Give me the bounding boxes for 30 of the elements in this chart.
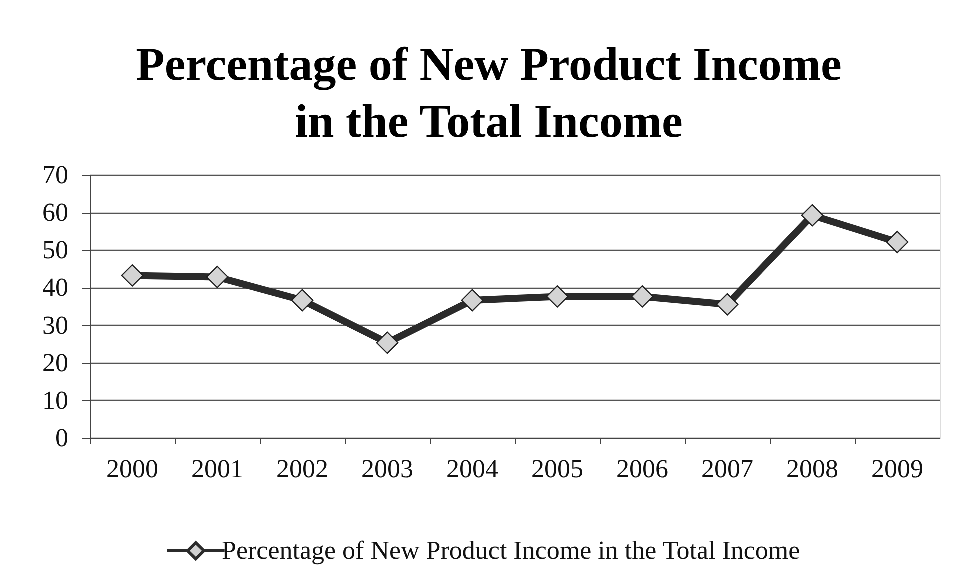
x-tick-label: 2009 <box>872 454 924 484</box>
point <box>121 264 144 287</box>
x-tick-label: 2008 <box>786 454 838 484</box>
point <box>546 286 569 308</box>
y-tick-label: 70 <box>42 160 68 190</box>
x-tick-label: 2000 <box>106 454 158 484</box>
point <box>461 289 484 312</box>
legend-label: Percentage of New Product Income in the Total Income <box>222 536 800 565</box>
y-tick-label: 10 <box>42 386 68 415</box>
x-tick-label: 2005 <box>532 454 584 484</box>
y-tick-label: 60 <box>42 198 68 228</box>
point <box>801 204 824 227</box>
y-tick-label: 50 <box>42 236 68 265</box>
x-tick-label: 2006 <box>616 454 668 484</box>
x-tick-label: 2007 <box>702 454 754 484</box>
y-tick-label: 20 <box>42 348 68 378</box>
y-tick-label: 30 <box>42 310 68 340</box>
x-tick-label: 2001 <box>192 454 244 484</box>
point <box>716 293 739 316</box>
point <box>376 332 399 354</box>
point <box>631 286 654 308</box>
y-tick-label: 0 <box>56 424 68 452</box>
x-tick-label: 2002 <box>276 454 328 484</box>
y-tick-label: 40 <box>42 273 68 302</box>
chart-title: Percentage of New Product Income in the Total Income <box>136 39 842 148</box>
x-tick-label: 2004 <box>446 454 498 484</box>
point <box>206 266 229 288</box>
point <box>886 231 909 254</box>
x-tick-label: 2003 <box>362 454 414 484</box>
point <box>291 289 314 312</box>
